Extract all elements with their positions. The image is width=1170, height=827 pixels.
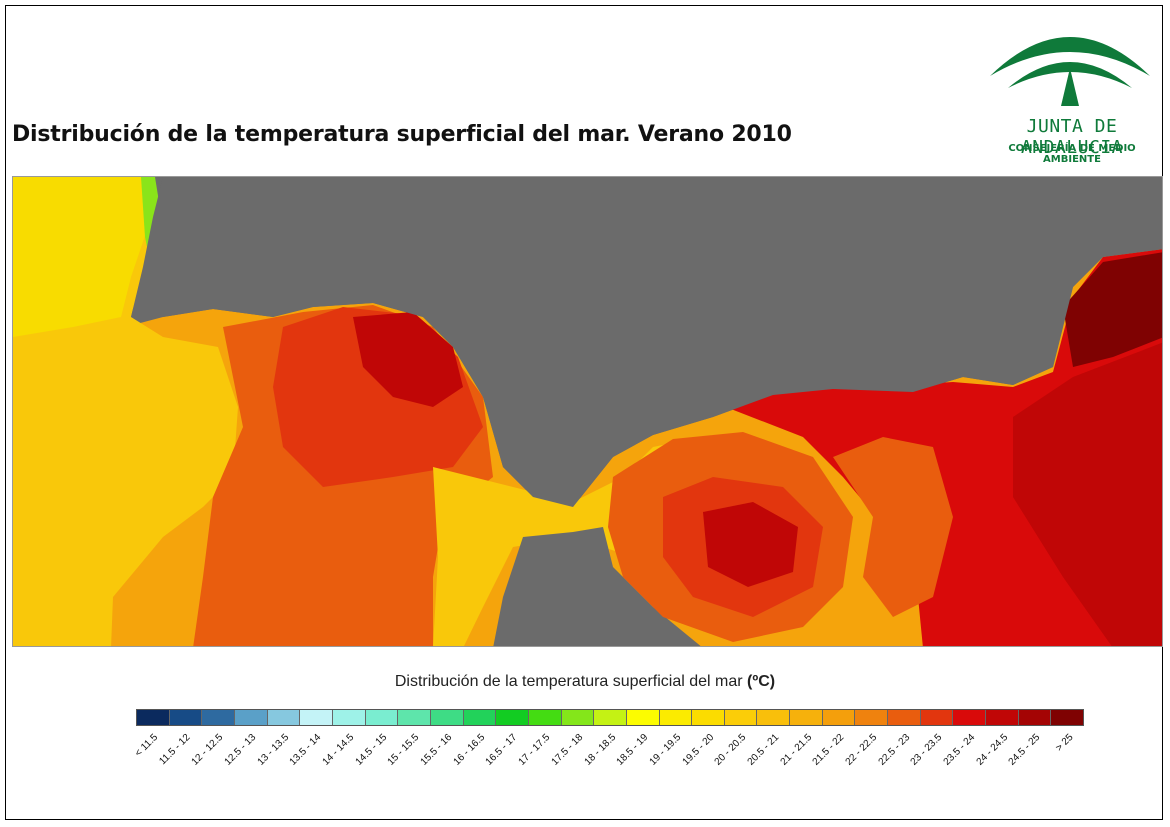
legend-label: 17.5 - 18: [549, 732, 586, 768]
legend-swatch: [790, 710, 823, 725]
legend-swatch: [365, 710, 399, 725]
gulf-dark: [353, 312, 463, 407]
legend-unit: (ºC): [747, 673, 776, 690]
legend-label: 14 - 14.5: [320, 732, 357, 768]
legend-label: 21 - 21.5: [778, 732, 814, 768]
western-bright-zone: [13, 177, 148, 337]
legend-swatch: [169, 710, 203, 725]
junta-andalucia-logo: [990, 37, 1150, 106]
legend-swatch: [496, 710, 529, 725]
legend-label: 14.5 - 15: [353, 732, 389, 768]
page-title: Distribución de la temperatura superfici…: [12, 122, 792, 147]
legend-label: 13.5 - 14: [287, 732, 324, 768]
africa-land: [493, 527, 701, 646]
legend-label: 12.5 - 13: [222, 732, 259, 768]
legend-swatch: [855, 710, 889, 725]
legend-swatch: [398, 710, 431, 725]
sea-temperature-map: [12, 176, 1163, 647]
legend-swatch: [757, 710, 791, 725]
legend-label: 11.5 - 12: [157, 732, 193, 768]
legend-title: Distribución de la temperatura superfici…: [0, 673, 1170, 691]
legend-swatch: [659, 710, 693, 725]
legend-label: < 11.5: [133, 732, 161, 760]
legend-swatch: [822, 710, 856, 725]
legend-swatch: [463, 710, 497, 725]
legend-label: 19 - 19.5: [647, 732, 684, 768]
legend-label: 20.5 - 21: [745, 732, 782, 768]
legend-label: 22 - 22.5: [843, 732, 880, 768]
legend-label: 15 - 15.5: [385, 732, 422, 768]
legend-swatch: [267, 710, 301, 725]
legend-swatch: [300, 710, 333, 725]
eastern-dark: [1063, 252, 1162, 367]
legend-swatch: [626, 710, 660, 725]
legend-swatch: [1018, 710, 1052, 725]
legend-label: 12 - 12.5: [189, 732, 226, 768]
legend-label: 23.5 - 24: [941, 732, 978, 768]
legend-label: 18.5 - 19: [614, 732, 651, 768]
legend-labels: < 11.5 11.5 - 12 12 - 12.5 12.5 - 13 13 - 13…: [133, 732, 1084, 792]
legend-label: 22.5 - 23: [876, 732, 912, 768]
legend-swatch: [528, 710, 562, 725]
legend-swatch: [724, 710, 758, 725]
legend-label: 24.5 - 25: [1007, 732, 1043, 768]
legend-label: 21.5 - 22: [810, 732, 847, 768]
legend-swatch: [1051, 710, 1084, 725]
iberia-land: [131, 177, 1162, 507]
legend-label: > 25: [1053, 732, 1076, 754]
coastal-green-strip: [141, 177, 159, 257]
eastern-darkred: [1013, 342, 1162, 646]
color-legend: [136, 709, 1084, 726]
legend-label: 15.5 - 16: [418, 732, 455, 768]
legend-label: 23 - 23.5: [908, 732, 945, 768]
legend-swatch: [332, 710, 366, 725]
legend-label: 17 - 17.5: [516, 732, 553, 768]
legend-label: 24 - 24.5: [974, 732, 1011, 768]
legend-label: 16 - 16.5: [451, 732, 488, 768]
legend-label: 16.5 - 17: [484, 732, 520, 768]
legend-swatch: [888, 710, 921, 725]
legend-swatch: [953, 710, 987, 725]
legend-swatch: [202, 710, 235, 725]
legend-label: 19.5 - 20: [680, 732, 716, 768]
alboran-core: [703, 502, 798, 587]
legend-label: 13 - 13.5: [255, 732, 291, 768]
legend-label: 18 - 18.5: [582, 732, 618, 768]
map-raster: [13, 177, 1162, 646]
legend-swatch: [137, 710, 170, 725]
legend-label: 20 - 20.5: [712, 732, 749, 768]
legend-swatch: [561, 710, 595, 725]
legend-swatch: [234, 710, 268, 725]
legend-swatch: [594, 710, 627, 725]
legend-swatch: [692, 710, 725, 725]
legend-swatch: [430, 710, 464, 725]
legend-swatch: [986, 710, 1019, 725]
logo-name: JUNTA DE ANDALUCIA: [1020, 116, 1124, 158]
legend-swatch: [920, 710, 954, 725]
legend-title-text: Distribución de la temperatura superfici…: [394, 673, 743, 690]
eastern-orange-band: [833, 437, 953, 617]
logo-subtitle: CONSEJERÍA DE MEDIO AMBIENTE: [1008, 143, 1136, 165]
